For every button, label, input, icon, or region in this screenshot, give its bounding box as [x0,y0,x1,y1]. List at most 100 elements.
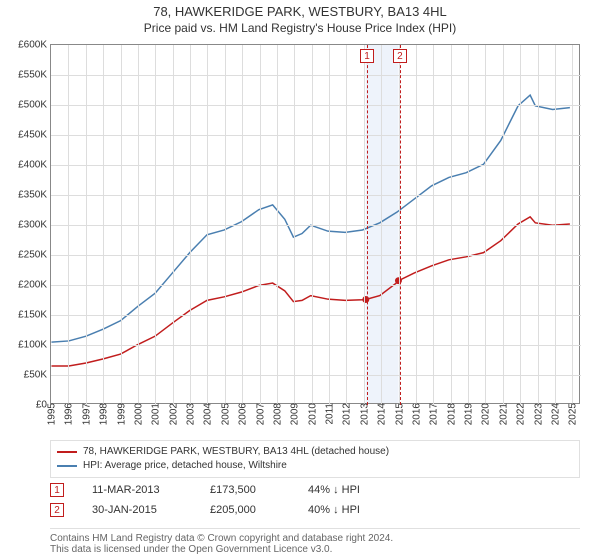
gridline-v [225,45,226,405]
gridline-h [51,135,581,136]
xtick-label: 2006 [236,403,249,425]
gridline-v [346,45,347,405]
xtick-label: 2023 [531,403,544,425]
transactions-table: 1 11-MAR-2013 £173,500 44% ↓ HPI 2 30-JAN-201… [50,480,388,520]
marker-vline [367,45,368,405]
xtick-label: 2007 [253,403,266,425]
gridline-v [260,45,261,405]
xtick-label: 1997 [79,403,92,425]
transaction-date: 11-MAR-2013 [82,484,192,496]
xtick-label: 2001 [149,403,162,425]
gridline-h [51,285,581,286]
transaction-price: £205,000 [210,504,290,516]
transaction-diff: 40% ↓ HPI [308,504,388,516]
xtick-label: 2019 [462,403,475,425]
ytick-label: £250K [18,250,51,261]
xtick-label: 2025 [566,403,579,425]
transaction-index-badge: 1 [50,483,64,497]
gridline-h [51,315,581,316]
gridline-v [155,45,156,405]
xtick-label: 2016 [409,403,422,425]
chart-svg [51,45,579,403]
xtick-label: 2014 [375,403,388,425]
gridline-v [207,45,208,405]
ytick-label: £600K [18,40,51,51]
xtick-label: 2021 [496,403,509,425]
gridline-v [277,45,278,405]
legend: 78, HAWKERIDGE PARK, WESTBURY, BA13 4HL … [50,440,580,478]
footer-line: This data is licensed under the Open Gov… [50,544,580,555]
xtick-label: 1995 [45,403,58,425]
gridline-v [138,45,139,405]
xtick-label: 2013 [357,403,370,425]
gridline-h [51,375,581,376]
transaction-row: 2 30-JAN-2015 £205,000 40% ↓ HPI [50,500,388,520]
legend-swatch [57,451,77,453]
gridline-v [190,45,191,405]
gridline-v [555,45,556,405]
title-sub: Price paid vs. HM Land Registry's House … [0,21,600,35]
transaction-diff: 44% ↓ HPI [308,484,388,496]
gridline-v [416,45,417,405]
gridline-v [485,45,486,405]
ytick-label: £200K [18,280,51,291]
gridline-v [68,45,69,405]
footer-line: Contains HM Land Registry data © Crown c… [50,533,580,544]
ytick-label: £300K [18,220,51,231]
xtick-label: 2018 [444,403,457,425]
gridline-v [433,45,434,405]
gridline-v [173,45,174,405]
ytick-label: £450K [18,130,51,141]
transaction-price: £173,500 [210,484,290,496]
ytick-label: £350K [18,190,51,201]
legend-row: 78, HAWKERIDGE PARK, WESTBURY, BA13 4HL … [57,445,573,459]
legend-row: HPI: Average price, detached house, Wilt… [57,459,573,473]
xtick-label: 2020 [479,403,492,425]
gridline-v [381,45,382,405]
gridline-h [51,195,581,196]
marker-flag: 1 [360,49,374,63]
title-main: 78, HAWKERIDGE PARK, WESTBURY, BA13 4HL [0,4,600,19]
ytick-label: £550K [18,70,51,81]
marker-flag: 2 [393,49,407,63]
xtick-label: 2011 [323,403,336,425]
gridline-v [468,45,469,405]
xtick-label: 2002 [166,403,179,425]
xtick-label: 2009 [288,403,301,425]
xtick-label: 2010 [305,403,318,425]
gridline-v [242,45,243,405]
gridline-v [451,45,452,405]
legend-label: HPI: Average price, detached house, Wilt… [83,459,287,473]
footer-attribution: Contains HM Land Registry data © Crown c… [50,528,580,555]
gridline-h [51,345,581,346]
gridline-v [103,45,104,405]
gridline-v [86,45,87,405]
chart-area: £0£50K£100K£150K£200K£250K£300K£350K£400… [50,44,580,404]
xtick-label: 1996 [62,403,75,425]
ytick-label: £50K [24,370,51,381]
xtick-label: 2003 [184,403,197,425]
gridline-v [572,45,573,405]
xtick-label: 1999 [114,403,127,425]
gridline-v [538,45,539,405]
figure-root: 78, HAWKERIDGE PARK, WESTBURY, BA13 4HL … [0,0,600,560]
legend-label: 78, HAWKERIDGE PARK, WESTBURY, BA13 4HL … [83,445,389,459]
transaction-date: 30-JAN-2015 [82,504,192,516]
xtick-label: 2022 [514,403,527,425]
xtick-label: 2015 [392,403,405,425]
xtick-label: 2012 [340,403,353,425]
xtick-label: 2017 [427,403,440,425]
gridline-v [312,45,313,405]
gridline-v [121,45,122,405]
transaction-row: 1 11-MAR-2013 £173,500 44% ↓ HPI [50,480,388,500]
gridline-v [520,45,521,405]
legend-swatch [57,465,77,467]
ytick-label: £100K [18,340,51,351]
xtick-label: 2000 [131,403,144,425]
marker-vline [400,45,401,405]
xtick-label: 2005 [218,403,231,425]
ytick-label: £400K [18,160,51,171]
gridline-h [51,105,581,106]
xtick-label: 2024 [548,403,561,425]
transaction-index-badge: 2 [50,503,64,517]
